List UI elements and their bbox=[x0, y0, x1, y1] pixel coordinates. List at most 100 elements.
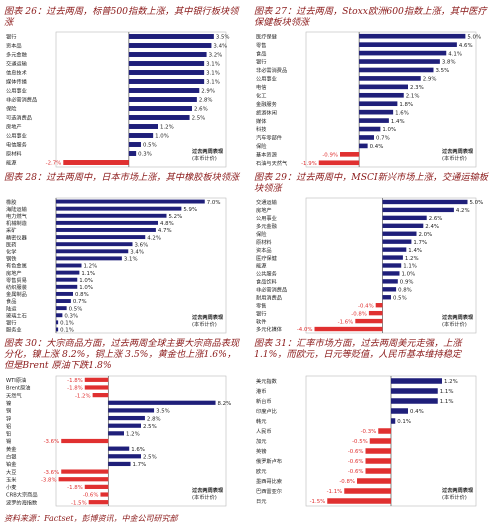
bar-chart: 银行 3.5% 资本品 3.4% 多元金融 3.2% 交通运输 3.1% 信息技术 3.1% 媒体传… bbox=[6, 31, 230, 168]
data-label: -0.9% bbox=[322, 153, 338, 159]
category-label: 交通运输 bbox=[6, 60, 28, 68]
category-label: 电信服务 bbox=[6, 141, 27, 149]
bar bbox=[63, 160, 129, 165]
data-label: -1.8% bbox=[67, 378, 83, 384]
bar bbox=[56, 263, 82, 268]
bar bbox=[108, 415, 145, 421]
bar bbox=[56, 235, 146, 240]
category-label: 大豆 bbox=[6, 468, 16, 476]
category-label: 纺织服装 bbox=[6, 283, 27, 291]
bar bbox=[61, 438, 109, 444]
category-label: 零售贸易 bbox=[6, 276, 27, 284]
data-label: 1.1% bbox=[403, 264, 417, 270]
data-label: 3.2% bbox=[209, 53, 223, 59]
bar bbox=[56, 256, 122, 261]
data-label: -1.6% bbox=[338, 319, 354, 325]
data-label: -3.8% bbox=[41, 477, 57, 483]
bar bbox=[359, 42, 457, 47]
category-label: 玻璃土石 bbox=[6, 311, 27, 319]
bar bbox=[88, 500, 109, 505]
plot-frame bbox=[305, 31, 477, 168]
bar bbox=[382, 247, 407, 252]
data-label: 4.2% bbox=[456, 208, 470, 214]
chart-title: 图表 26：过去两周，标普500指数上涨，其中银行板块领涨 bbox=[4, 6, 239, 28]
category-label: 食品饮料 bbox=[256, 278, 277, 286]
category-label: 非必需消费品 bbox=[6, 96, 37, 104]
category-label: WTI原油 bbox=[6, 376, 26, 384]
category-label: 日元 bbox=[256, 498, 266, 505]
data-label: 2.4% bbox=[425, 224, 439, 230]
bar bbox=[128, 133, 154, 138]
plot-frame bbox=[305, 197, 477, 334]
category-label: 银行 bbox=[6, 33, 16, 41]
bar bbox=[340, 152, 360, 157]
bar bbox=[56, 284, 78, 289]
bar bbox=[92, 393, 109, 398]
legend-label: (本币计价) bbox=[192, 493, 217, 501]
bar bbox=[391, 388, 438, 394]
data-label: -0.8% bbox=[339, 479, 355, 485]
category-label: 铜 bbox=[6, 407, 11, 415]
data-label: -0.6% bbox=[348, 449, 364, 455]
category-label: 非必需消费品 bbox=[256, 286, 287, 294]
category-label: 保险 bbox=[256, 230, 267, 238]
bar bbox=[359, 50, 447, 56]
bar bbox=[369, 438, 391, 444]
category-label: 服务业 bbox=[6, 326, 22, 334]
legend-label: (本币计价) bbox=[442, 493, 467, 501]
bar bbox=[61, 469, 109, 474]
bar bbox=[108, 408, 155, 413]
bar bbox=[382, 199, 468, 205]
bar bbox=[359, 59, 440, 64]
category-label: 镍 bbox=[6, 399, 11, 407]
bar bbox=[355, 318, 383, 324]
bar bbox=[391, 408, 408, 414]
bar bbox=[56, 313, 63, 318]
legend-label: (本币计价) bbox=[192, 154, 217, 162]
panel-30: 图表 30：大宗商品方面，过去两周全球主要大宗商品表现分化，镍上涨 8.2%，铜… bbox=[4, 338, 244, 510]
data-label: 1.6% bbox=[395, 110, 409, 116]
bar bbox=[128, 70, 205, 75]
data-label: 0.1% bbox=[60, 321, 74, 327]
data-label: 1.1% bbox=[440, 399, 454, 405]
data-label: 1.2% bbox=[160, 125, 174, 131]
category-label: 银行 bbox=[6, 319, 16, 327]
bar bbox=[128, 88, 200, 93]
bar-chart: 交通运输 5.0% 房地产 4.2% 公用事业 2.6% 多元金融 2.4% 保险 2.0% 原材料… bbox=[256, 197, 483, 334]
bar bbox=[382, 287, 397, 292]
category-label: 公用事业 bbox=[256, 75, 277, 83]
data-label: 2.9% bbox=[201, 89, 215, 95]
bar bbox=[56, 206, 182, 211]
bar bbox=[56, 291, 73, 296]
bar bbox=[368, 310, 383, 316]
category-label: 化工 bbox=[256, 91, 266, 99]
category-label: 资本品 bbox=[256, 246, 272, 254]
category-label: 公用事业 bbox=[6, 87, 27, 95]
data-label: 0.8% bbox=[398, 288, 412, 294]
bar bbox=[365, 468, 391, 474]
bar bbox=[128, 61, 205, 66]
legend-label: 过去两周表现 bbox=[442, 147, 474, 155]
bar bbox=[56, 306, 67, 311]
data-label: -3.6% bbox=[44, 470, 60, 476]
category-label: 食品 bbox=[6, 297, 16, 305]
data-label: -1.9% bbox=[301, 161, 317, 167]
category-label: 小麦 bbox=[6, 483, 17, 491]
bar bbox=[128, 115, 190, 120]
category-label: 非必需消费品 bbox=[256, 66, 287, 74]
panel-29: 图表 29：过去两周中，MSCI新兴市场上涨，交通运输板块领涨 交通运输 5.0%… bbox=[254, 172, 494, 337]
data-label: 4.8% bbox=[160, 221, 174, 227]
legend-label: 过去两周表现 bbox=[192, 313, 224, 321]
data-label: 5.0% bbox=[467, 34, 481, 40]
data-label: 3.5% bbox=[156, 409, 170, 415]
plot-frame bbox=[55, 31, 227, 168]
data-label: 1.0% bbox=[79, 278, 93, 284]
bar bbox=[359, 109, 394, 115]
bar bbox=[382, 223, 424, 228]
category-label: 俄罗斯卢布 bbox=[256, 457, 282, 465]
data-label: 3.4% bbox=[213, 44, 227, 50]
category-label: 采矿 bbox=[6, 226, 16, 234]
category-label: 房地产 bbox=[6, 269, 22, 277]
legend-label: 过去两周表现 bbox=[442, 486, 474, 494]
data-label: 3.1% bbox=[206, 80, 220, 86]
